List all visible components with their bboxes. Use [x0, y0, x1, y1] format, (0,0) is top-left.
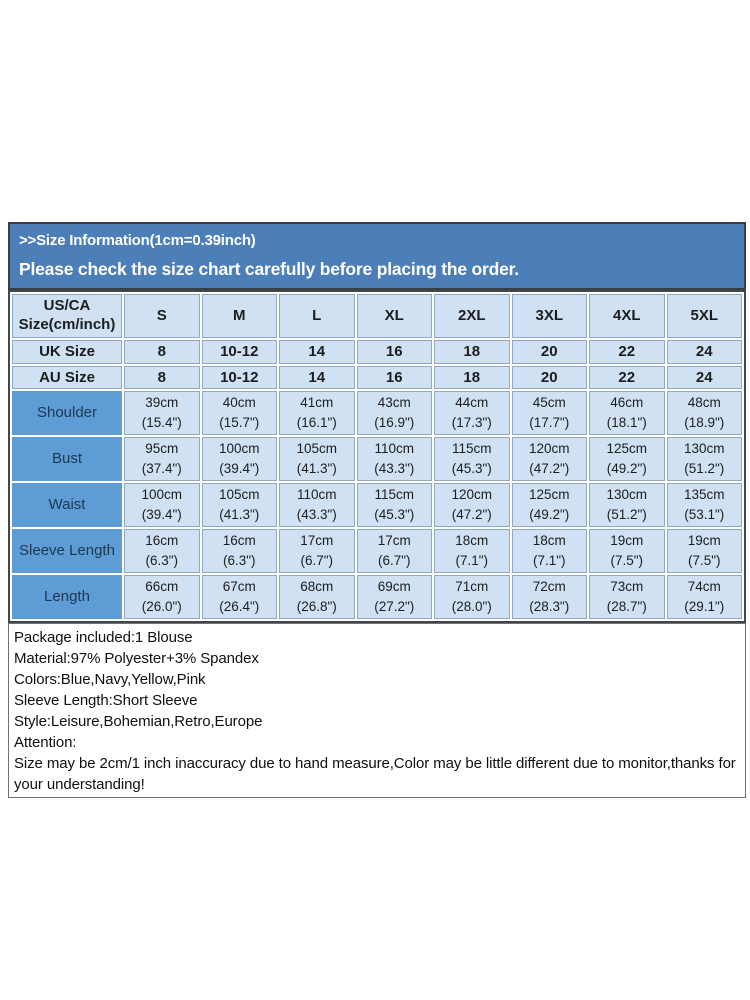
- size-number-cell: 8: [124, 340, 200, 364]
- size-number-cell: 20: [511, 340, 587, 364]
- measurement-value-cell: 130cm (51.2"): [666, 437, 742, 481]
- size-number-cell: 10-12: [201, 365, 277, 389]
- info-line: Material:97% Polyester+3% Spandex: [14, 650, 259, 667]
- size-number-cell: 22: [589, 340, 665, 364]
- table-row: AU Size 8 10-12 14 16 18 20 22 24: [12, 365, 742, 389]
- column-header-cell: M: [201, 294, 277, 338]
- measurement-value-cell: 95cm (37.4"): [124, 437, 200, 481]
- measurement-value-cell: 17cm (6.7"): [279, 529, 355, 573]
- measurement-label-cell: Length: [12, 575, 122, 619]
- info-line: Package included:1 Blouse: [14, 629, 193, 646]
- measurement-value-cell: 17cm (6.7"): [356, 529, 432, 573]
- column-header-cell: L: [279, 294, 355, 338]
- header-label-cell: AU Size: [12, 365, 122, 389]
- measurement-label-cell: Sleeve Length: [12, 529, 122, 573]
- info-line: Attention:: [14, 734, 77, 751]
- header-label-cell: US/CA Size(cm/inch): [12, 294, 122, 338]
- measurement-value-cell: 66cm (26.0"): [124, 575, 200, 619]
- info-line: Sleeve Length:Short Sleeve: [14, 692, 198, 709]
- measurement-value-cell: 100cm (39.4"): [201, 437, 277, 481]
- measurement-value-cell: 71cm (28.0"): [434, 575, 510, 619]
- table-row: Length 66cm (26.0") 67cm (26.4") 68cm (26.8…: [12, 575, 742, 619]
- measurement-value-cell: 72cm (28.3"): [511, 575, 587, 619]
- size-number-cell: 14: [279, 340, 355, 364]
- measurement-value-cell: 19cm (7.5"): [589, 529, 665, 573]
- measurement-label-cell: Bust: [12, 437, 122, 481]
- size-number-cell: 16: [356, 340, 432, 364]
- size-info-banner: >>Size Information(1cm=0.39inch) Please …: [8, 222, 746, 290]
- measurement-value-cell: 125cm (49.2"): [589, 437, 665, 481]
- table-row: Sleeve Length 16cm (6.3") 16cm (6.3") 17cm …: [12, 529, 742, 573]
- measurement-value-cell: 16cm (6.3"): [124, 529, 200, 573]
- table-row: Bust 95cm (37.4") 100cm (39.4") 105cm (41.3…: [12, 437, 742, 481]
- measurement-value-cell: 105cm (41.3"): [279, 437, 355, 481]
- measurement-value-cell: 74cm (29.1"): [666, 575, 742, 619]
- measurement-value-cell: 67cm (26.4"): [201, 575, 277, 619]
- measurement-value-cell: 19cm (7.5"): [666, 529, 742, 573]
- table-row: UK Size 8 10-12 14 16 18 20 22 24: [12, 340, 742, 364]
- measurement-value-cell: 69cm (27.2"): [356, 575, 432, 619]
- measurement-value-cell: 120cm (47.2"): [511, 437, 587, 481]
- measurement-value-cell: 100cm (39.4"): [124, 483, 200, 527]
- measurement-value-cell: 44cm (17.3"): [434, 391, 510, 435]
- measurement-value-cell: 18cm (7.1"): [434, 529, 510, 573]
- size-chart-content: >>Size Information(1cm=0.39inch) Please …: [8, 222, 746, 798]
- measurement-label-cell: Shoulder: [12, 391, 122, 435]
- size-number-cell: 22: [589, 365, 665, 389]
- measurement-value-cell: 135cm (53.1"): [666, 483, 742, 527]
- info-line: Style:Leisure,Bohemian,Retro,Europe: [14, 713, 263, 730]
- column-header-cell: 3XL: [511, 294, 587, 338]
- measurement-value-cell: 105cm (41.3"): [201, 483, 277, 527]
- measurement-value-cell: 45cm (17.7"): [511, 391, 587, 435]
- measurement-value-cell: 130cm (51.2"): [589, 483, 665, 527]
- size-number-cell: 14: [279, 365, 355, 389]
- size-number-cell: 24: [666, 365, 742, 389]
- product-info-block: Package included:1 Blouse Material:97% Po…: [8, 623, 746, 798]
- column-header-cell: S: [124, 294, 200, 338]
- measurement-value-cell: 41cm (16.1"): [279, 391, 355, 435]
- banner-title: >>Size Information(1cm=0.39inch): [19, 232, 256, 249]
- measurement-value-cell: 115cm (45.3"): [356, 483, 432, 527]
- table-row: US/CA Size(cm/inch) S M L XL 2XL 3XL 4XL 5XL: [12, 294, 742, 338]
- measurement-value-cell: 43cm (16.9"): [356, 391, 432, 435]
- measurement-value-cell: 110cm (43.3"): [279, 483, 355, 527]
- size-table: US/CA Size(cm/inch) S M L XL 2XL 3XL 4XL 5XL UK S…: [10, 292, 744, 621]
- size-number-cell: 18: [434, 340, 510, 364]
- size-number-cell: 24: [666, 340, 742, 364]
- size-number-cell: 16: [356, 365, 432, 389]
- size-number-cell: 20: [511, 365, 587, 389]
- measurement-value-cell: 125cm (49.2"): [511, 483, 587, 527]
- measurement-value-cell: 68cm (26.8"): [279, 575, 355, 619]
- column-header-cell: XL: [356, 294, 432, 338]
- info-line: Size may be 2cm/1 inch inaccuracy due to…: [14, 755, 736, 793]
- measurement-value-cell: 73cm (28.7"): [589, 575, 665, 619]
- size-number-cell: 8: [124, 365, 200, 389]
- column-header-cell: 5XL: [666, 294, 742, 338]
- banner-subtitle: Please check the size chart carefully be…: [19, 259, 519, 279]
- measurement-value-cell: 16cm (6.3"): [201, 529, 277, 573]
- measurement-value-cell: 115cm (45.3"): [434, 437, 510, 481]
- measurement-value-cell: 120cm (47.2"): [434, 483, 510, 527]
- header-label-cell: UK Size: [12, 340, 122, 364]
- measurement-value-cell: 18cm (7.1"): [511, 529, 587, 573]
- table-row: Waist 100cm (39.4") 105cm (41.3") 110cm (43…: [12, 483, 742, 527]
- measurement-value-cell: 110cm (43.3"): [356, 437, 432, 481]
- size-number-cell: 10-12: [201, 340, 277, 364]
- info-line: Colors:Blue,Navy,Yellow,Pink: [14, 671, 206, 688]
- table-row: Shoulder 39cm (15.4") 40cm (15.7") 41cm (16…: [12, 391, 742, 435]
- measurement-value-cell: 48cm (18.9"): [666, 391, 742, 435]
- size-table-body: US/CA Size(cm/inch) S M L XL 2XL 3XL 4XL 5XL UK S…: [12, 294, 742, 619]
- size-number-cell: 18: [434, 365, 510, 389]
- measurement-label-cell: Waist: [12, 483, 122, 527]
- measurement-value-cell: 40cm (15.7"): [201, 391, 277, 435]
- size-table-container: US/CA Size(cm/inch) S M L XL 2XL 3XL 4XL 5XL UK S…: [8, 290, 746, 623]
- column-header-cell: 2XL: [434, 294, 510, 338]
- measurement-value-cell: 39cm (15.4"): [124, 391, 200, 435]
- column-header-cell: 4XL: [589, 294, 665, 338]
- measurement-value-cell: 46cm (18.1"): [589, 391, 665, 435]
